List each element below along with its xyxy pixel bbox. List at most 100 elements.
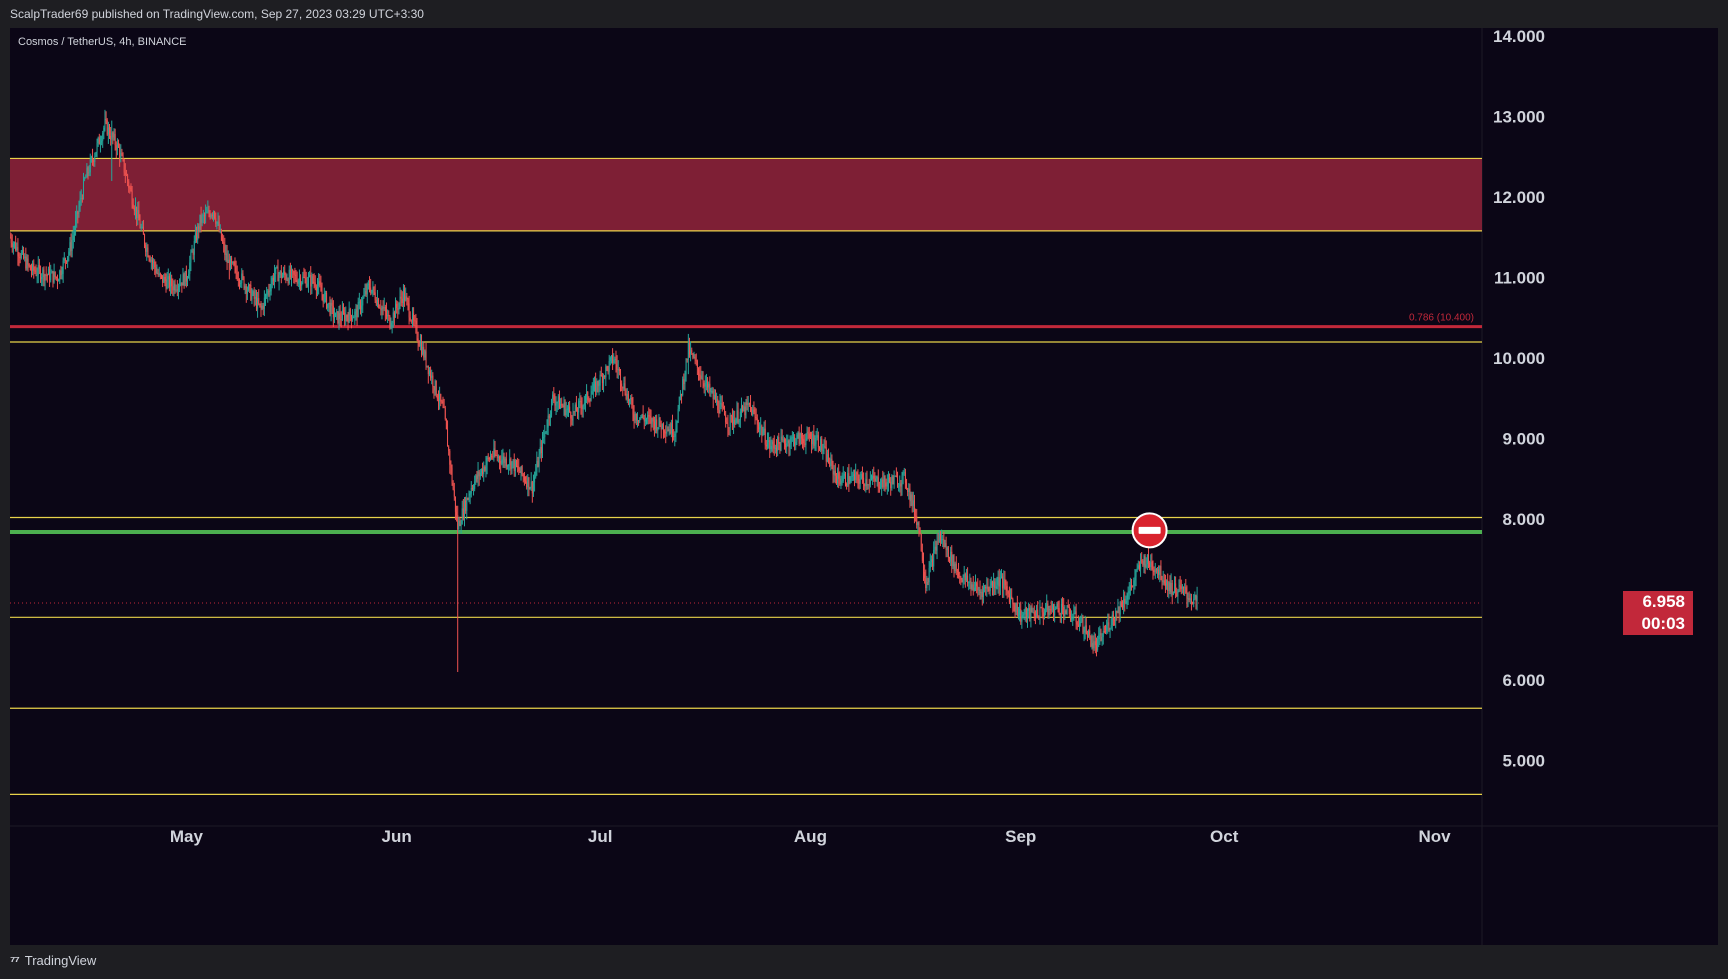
chart-area[interactable]: 0.786 (10.400) 14.000 13.000 12.000 11.000 10… xyxy=(10,28,1718,945)
candle-body xyxy=(581,405,583,410)
candle-body xyxy=(491,456,493,458)
candle-body xyxy=(659,417,661,426)
candle-body xyxy=(761,426,763,436)
candle-body xyxy=(355,309,357,312)
candle-body xyxy=(975,583,977,588)
candle-body xyxy=(330,302,332,315)
candle-body xyxy=(423,346,425,358)
candle-body xyxy=(483,466,485,475)
candle-body xyxy=(563,402,565,408)
candle-body xyxy=(701,378,703,380)
candle-body xyxy=(270,283,272,292)
candle-body xyxy=(981,591,983,597)
candle-body xyxy=(1071,618,1073,620)
candle-body xyxy=(1124,598,1126,604)
candle-body xyxy=(347,317,349,323)
resistance-zone[interactable] xyxy=(10,158,1482,231)
candle-body xyxy=(1036,609,1038,617)
candle-body xyxy=(675,428,677,434)
candle-body xyxy=(803,439,805,444)
candle-body xyxy=(717,399,719,410)
candle-body xyxy=(1179,585,1181,587)
candle-body xyxy=(384,307,386,312)
candle-body xyxy=(808,433,810,438)
candle-body xyxy=(972,584,974,591)
candle-body xyxy=(321,291,323,295)
candle-body xyxy=(506,465,508,467)
candle-body xyxy=(515,460,517,467)
candle-body xyxy=(55,276,57,278)
candle-body xyxy=(898,486,900,488)
candle-body xyxy=(638,420,640,422)
candle-body xyxy=(1080,621,1082,624)
candle-body xyxy=(592,384,594,392)
candle-body xyxy=(994,581,996,589)
candle-body xyxy=(246,290,248,294)
tradingview-logo[interactable]: ⁷⁷ TradingView xyxy=(10,953,96,968)
candle-body xyxy=(781,436,783,440)
candle-body xyxy=(448,446,450,451)
candle-body xyxy=(32,263,34,272)
candle-body xyxy=(984,586,986,588)
candle-body xyxy=(1064,610,1066,617)
candle-body xyxy=(123,159,125,173)
candle-body xyxy=(92,157,94,161)
candle-body xyxy=(776,447,778,451)
candle-body xyxy=(1069,613,1071,620)
candle-body xyxy=(214,211,216,219)
candle-body xyxy=(526,481,528,488)
candle-body xyxy=(46,274,48,276)
candle-body xyxy=(411,313,413,322)
candle-body xyxy=(639,417,641,422)
candle-body xyxy=(427,365,429,375)
candle-body xyxy=(977,586,979,591)
candle-body xyxy=(75,219,77,231)
candle-body xyxy=(329,302,331,315)
candle-body xyxy=(251,294,253,300)
candle-body xyxy=(30,270,32,272)
candle-body xyxy=(405,296,407,301)
candle-body xyxy=(625,393,627,400)
candle-body xyxy=(201,215,203,223)
candle-body xyxy=(989,585,991,592)
candle-body xyxy=(728,427,730,429)
candle-body xyxy=(361,305,363,310)
candle-body xyxy=(1190,598,1192,602)
candle-body xyxy=(952,555,954,567)
candle-body xyxy=(900,483,902,487)
candle-body xyxy=(1169,582,1171,592)
candle-body xyxy=(289,269,291,278)
candle-body xyxy=(105,119,107,121)
candle-body xyxy=(1136,568,1138,571)
candle-body xyxy=(243,277,245,289)
candle-body xyxy=(565,409,567,415)
candle-body xyxy=(572,411,574,421)
candle-body xyxy=(568,406,570,409)
candle-body xyxy=(207,210,209,213)
candle-body xyxy=(93,160,95,162)
candle-body xyxy=(1003,578,1005,589)
candle-body xyxy=(68,251,70,257)
candle-body xyxy=(677,408,679,423)
candle-body xyxy=(115,145,117,151)
candle-body xyxy=(365,291,367,295)
candle-body xyxy=(324,292,326,294)
candle-body xyxy=(171,278,173,287)
candle-body xyxy=(821,438,823,451)
candle-body xyxy=(636,420,638,422)
candle-body xyxy=(469,493,471,496)
candle-body xyxy=(682,379,684,396)
candle-body xyxy=(1103,631,1105,633)
price-chart[interactable]: 0.786 (10.400) 14.000 13.000 12.000 11.000 10… xyxy=(10,28,1718,945)
candle-body xyxy=(725,415,727,423)
candle-body xyxy=(492,456,494,458)
candle-body xyxy=(569,406,571,412)
candle-body xyxy=(437,399,439,401)
candle-body xyxy=(753,409,755,412)
tradingview-logo-icon: ⁷⁷ xyxy=(10,953,20,968)
candle-body xyxy=(721,403,723,407)
candle-body xyxy=(531,481,533,494)
candle-body xyxy=(231,258,233,263)
candle-body xyxy=(880,487,882,489)
candle-body xyxy=(219,229,221,231)
